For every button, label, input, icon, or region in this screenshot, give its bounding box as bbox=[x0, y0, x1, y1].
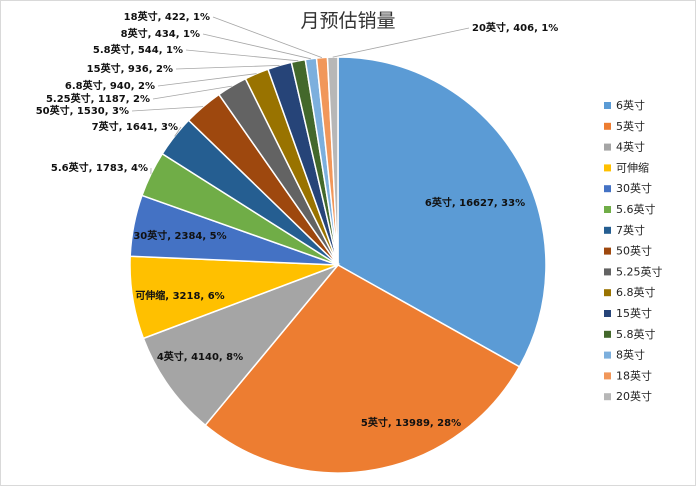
pie-slice bbox=[337, 56, 547, 368]
leader-line bbox=[174, 126, 182, 137]
legend-swatch bbox=[604, 143, 611, 151]
leader-line bbox=[157, 73, 257, 87]
legend-label: 15英寸 bbox=[616, 306, 652, 320]
legend-swatch bbox=[604, 226, 611, 234]
data-label: 50英寸, 1530, 3% bbox=[36, 104, 129, 117]
leader-line bbox=[131, 106, 204, 112]
data-label: 18英寸, 422, 1% bbox=[124, 10, 210, 23]
legend-label: 8英寸 bbox=[616, 348, 645, 362]
data-label: 30英寸, 2384, 5% bbox=[133, 229, 226, 242]
legend-label: 6英寸 bbox=[616, 98, 645, 112]
legend-swatch bbox=[604, 268, 611, 276]
legend-swatch bbox=[604, 310, 611, 317]
legend-swatch bbox=[604, 372, 611, 380]
data-label: 5.25英寸, 1187, 2% bbox=[46, 92, 150, 105]
legend-label: 可伸缩 bbox=[616, 161, 649, 174]
legend-swatch bbox=[604, 247, 611, 255]
legend-swatch bbox=[604, 122, 611, 130]
data-label: 20英寸, 406, 1% bbox=[472, 21, 558, 34]
leader-line bbox=[332, 27, 470, 58]
pie-slices bbox=[129, 56, 547, 474]
pie-slice bbox=[142, 263, 341, 427]
legend-swatch bbox=[604, 206, 611, 213]
legend-swatch bbox=[604, 330, 611, 338]
legend-label: 6.8英寸 bbox=[616, 285, 656, 299]
legend-label: 5.8英寸 bbox=[616, 327, 656, 341]
leader-line bbox=[152, 85, 232, 100]
data-label: 6.8英寸, 940, 2% bbox=[65, 79, 155, 92]
legend-label: 18英寸 bbox=[616, 368, 652, 382]
data-labels: 6英寸, 16627, 33% 5英寸, 13989, 28% 4英寸, 4140,… bbox=[36, 10, 559, 429]
legend-label: 30英寸 bbox=[616, 181, 652, 195]
legend-swatch bbox=[604, 102, 611, 109]
data-label: 8英寸, 434, 1% bbox=[121, 27, 200, 40]
leader-line bbox=[202, 33, 311, 60]
leader-line bbox=[185, 49, 299, 62]
data-label: 7英寸, 1641, 3% bbox=[92, 120, 178, 133]
data-label: 15英寸, 936, 2% bbox=[87, 62, 173, 75]
pie-slice bbox=[204, 264, 521, 474]
legend-label: 50英寸 bbox=[616, 244, 652, 258]
legend-swatch bbox=[604, 185, 611, 193]
legend-swatch bbox=[604, 351, 611, 359]
data-label: 可伸缩, 3218, 6% bbox=[135, 289, 224, 302]
leader-line bbox=[212, 16, 323, 58]
legend-label: 7英寸 bbox=[616, 223, 645, 237]
legend-label: 4英寸 bbox=[616, 140, 645, 154]
data-label: 5.6英寸, 1783, 4% bbox=[51, 161, 148, 174]
legend-swatch bbox=[604, 289, 611, 297]
chart-title: 月预估销量 bbox=[300, 10, 395, 32]
leader-line bbox=[175, 65, 280, 70]
data-label: 5.8英寸, 544, 1% bbox=[93, 43, 183, 56]
legend-swatch bbox=[604, 164, 611, 172]
leader-lines bbox=[131, 16, 470, 175]
legend-label: 5英寸 bbox=[616, 119, 645, 133]
data-label: 4英寸, 4140, 8% bbox=[157, 350, 243, 363]
legend-label: 5.6英寸 bbox=[616, 202, 656, 216]
data-label: 5英寸, 13989, 28% bbox=[361, 416, 461, 429]
legend-label: 20英寸 bbox=[616, 389, 652, 403]
legend-label: 5.25英寸 bbox=[616, 264, 663, 278]
data-label: 6英寸, 16627, 33% bbox=[425, 196, 525, 209]
legend-swatch bbox=[604, 393, 611, 401]
